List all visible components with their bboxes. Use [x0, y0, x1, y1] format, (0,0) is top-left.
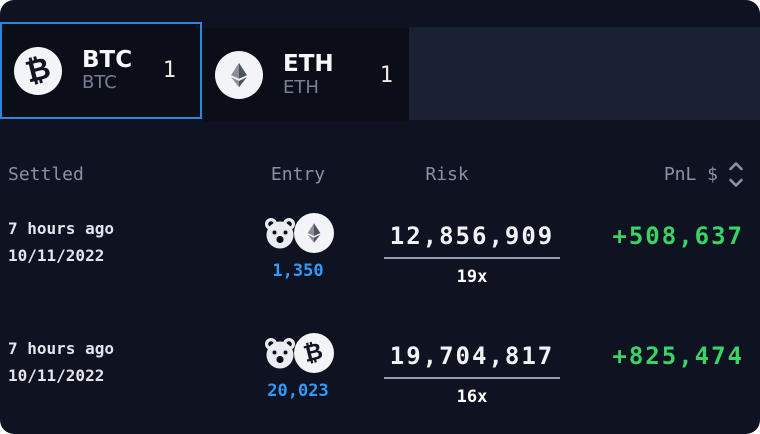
- tab-eth-count: 1: [379, 62, 393, 88]
- header-pnl[interactable]: PnL $: [570, 161, 760, 188]
- pnl-value: +508,637: [612, 222, 744, 250]
- entry-price: 20,023: [267, 381, 329, 401]
- tab-btc[interactable]: ₿ BTC BTC 1: [0, 22, 202, 119]
- settled-cell: 7 hours ago 10/11/2022: [0, 322, 222, 389]
- entry-price: 1,350: [272, 261, 324, 281]
- pnl-value: +825,474: [612, 342, 744, 370]
- table-row[interactable]: 7 hours ago 10/11/2022: [0, 202, 760, 316]
- risk-amount: 19,704,817: [383, 342, 561, 379]
- entry-cell: 1,350: [222, 202, 374, 281]
- bear-icon: [264, 338, 295, 369]
- tab-strip: [409, 27, 760, 120]
- risk-leverage: 19x: [456, 267, 488, 287]
- tab-btc-sublabel: BTC: [82, 72, 117, 94]
- ethereum-coin-icon: [293, 213, 334, 253]
- bitcoin-icon: ₿: [14, 46, 62, 95]
- risk-leverage: 16x: [456, 387, 488, 407]
- table-header: Settled Entry Risk PnL $: [0, 152, 760, 196]
- sort-control[interactable]: [728, 161, 744, 188]
- risk-amount: 12,856,909: [383, 222, 561, 259]
- settled-relative: 7 hours ago: [8, 339, 114, 358]
- header-pnl-label: PnL $: [663, 163, 718, 185]
- tab-eth-sublabel: ETH: [283, 76, 319, 98]
- settled-cell: 7 hours ago 10/11/2022: [0, 202, 222, 269]
- header-settled: Settled: [8, 163, 84, 185]
- settled-date: 10/11/2022: [8, 246, 105, 265]
- tab-btc-symbol: BTC: [82, 46, 133, 73]
- bear-icon: [264, 218, 295, 249]
- chevron-down-icon: [729, 178, 743, 187]
- ethereum-icon: [215, 51, 263, 99]
- tab-btc-count: 1: [162, 58, 176, 83]
- settled-date: 10/11/2022: [8, 366, 105, 385]
- tab-eth[interactable]: ETH ETH 1: [203, 28, 409, 122]
- table-row[interactable]: 7 hours ago 10/11/2022 ₿ 20,023 19,704,8…: [0, 322, 760, 434]
- risk-cell: 19,704,817 16x: [374, 322, 570, 407]
- entry-cell: ₿ 20,023: [222, 322, 374, 401]
- header-risk: Risk: [425, 163, 469, 185]
- risk-cell: 12,856,909 19x: [374, 202, 570, 287]
- tab-eth-symbol: ETH: [283, 51, 334, 78]
- chevron-up-icon: [729, 161, 743, 170]
- header-entry: Entry: [270, 163, 326, 185]
- bitcoin-coin-icon: ₿: [293, 333, 334, 373]
- settled-relative: 7 hours ago: [8, 219, 114, 238]
